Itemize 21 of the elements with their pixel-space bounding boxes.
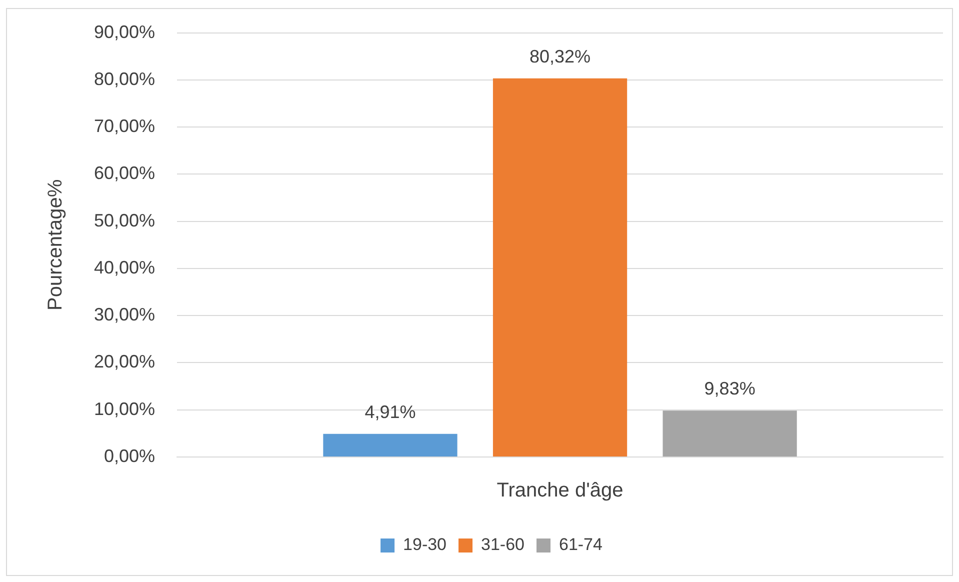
- data-label: 80,32%: [529, 46, 591, 66]
- y-tick-label: 80,00%: [94, 68, 156, 89]
- y-tick-label: 10,00%: [94, 398, 156, 419]
- x-tick-label: Tranche d'âge: [496, 480, 624, 502]
- legend-label: 19-30: [403, 535, 447, 554]
- data-label: 4,91%: [364, 402, 416, 422]
- bar: [323, 434, 458, 456]
- bar: [492, 78, 628, 456]
- legend-label: 31-60: [481, 535, 524, 554]
- legend-label: 61-74: [558, 535, 602, 554]
- y-tick-label: 60,00%: [94, 163, 156, 184]
- y-tick-label: 40,00%: [94, 257, 156, 278]
- y-axis-title: Pourcentage%: [44, 179, 67, 310]
- y-tick-label: 20,00%: [94, 352, 156, 372]
- y-tick-label: 0,00%: [104, 446, 156, 466]
- y-tick-label: 70,00%: [94, 116, 156, 136]
- y-tick-label: 90,00%: [94, 22, 156, 42]
- data-label: 9,83%: [704, 378, 756, 399]
- y-tick-label: 50,00%: [94, 210, 156, 230]
- y-tick-label: 30,00%: [94, 304, 156, 325]
- bar: [662, 410, 797, 456]
